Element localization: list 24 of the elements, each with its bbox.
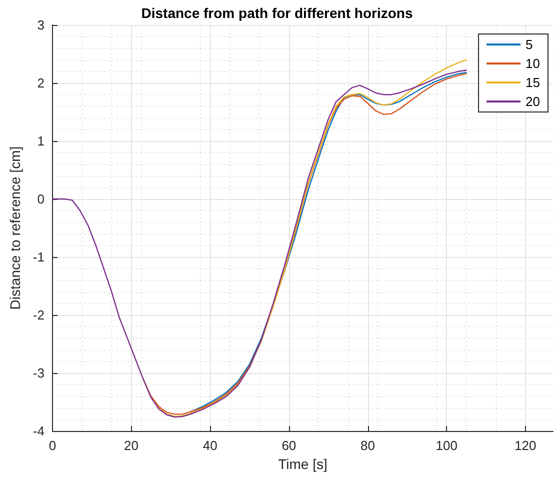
x-tick-label: 40 [202,438,218,453]
legend-label: 10 [526,56,540,71]
y-tick-label: 3 [37,18,44,32]
line-series [190,72,467,412]
y-tick-label: 1 [37,134,44,148]
x-tick-label: 80 [360,438,375,453]
x-tick-label: 60 [282,438,296,453]
y-tick-label: -2 [32,308,44,322]
chart-title: Distance from path for different horizons [141,5,413,21]
y-tick-label: 0 [37,192,44,206]
x-tick-label: 100 [436,438,458,453]
x-tick-label: 20 [124,438,139,453]
y-tick-label: 2 [37,76,44,90]
x-tick-label: 0 [48,438,56,453]
y-tick-label: -3 [32,366,44,380]
x-tick-label: 120 [514,438,536,453]
line-series [52,70,467,418]
y-axis-title: Distance to reference [cm] [7,146,23,310]
legend-label: 5 [526,37,533,52]
legend-label: 15 [526,75,540,90]
x-axis-title: Time [s] [278,456,328,472]
y-tick-label: -1 [32,250,44,264]
legend-label: 20 [526,94,540,109]
y-tick-label: -4 [32,424,44,438]
